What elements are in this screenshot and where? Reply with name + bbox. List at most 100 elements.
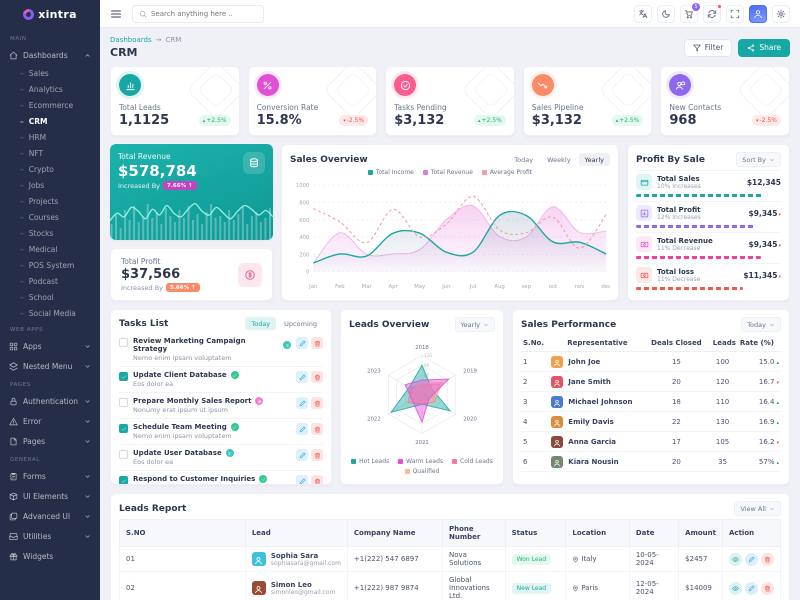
delete-task-button[interactable] <box>311 475 323 484</box>
deals-cell: 20 <box>645 371 708 392</box>
pencil-icon <box>299 478 306 485</box>
leads-range-dropdown[interactable]: Yearly <box>454 317 495 332</box>
sidebar-subitem[interactable]: NFT <box>0 145 100 161</box>
sidebar-subitem[interactable]: HRM <box>0 129 100 145</box>
sidebar-subitem[interactable]: Medical <box>0 241 100 257</box>
sidebar-subitem[interactable]: Courses <box>0 209 100 225</box>
table-row[interactable]: 6 Kiara Nousin 20 35 57% ▴ <box>521 451 781 472</box>
view-all-dropdown[interactable]: View All <box>734 501 781 516</box>
trash-icon <box>314 426 321 433</box>
check-icon <box>121 426 127 432</box>
edit-task-button[interactable] <box>296 337 308 349</box>
filter-button[interactable]: Filter <box>683 38 733 57</box>
sidebar-subitem[interactable]: Stocks <box>0 225 100 241</box>
delete-lead-button[interactable] <box>761 581 774 595</box>
fullscreen-button[interactable] <box>726 4 744 23</box>
kpi-label: New Contacts <box>669 103 722 112</box>
sidebar-item[interactable]: Forms <box>0 466 100 486</box>
kpi-label: Conversion Rate <box>256 103 319 112</box>
edit-task-button[interactable] <box>296 475 308 485</box>
task-title: Schedule Team Meeting <box>133 423 227 431</box>
table-row[interactable]: 2 Jane Smith 20 120 16.7 ▾ <box>521 371 781 392</box>
sidebar-subitem[interactable]: CRM <box>0 113 100 129</box>
leads-radar-chart: 2018 2019 2020 2021 2022 2023 0 30 60 90 120 <box>349 335 495 458</box>
kpi-delta-badge: ▴+2.5% <box>473 115 506 126</box>
delete-task-button[interactable] <box>311 371 323 383</box>
user-avatar[interactable] <box>749 4 767 23</box>
notifications-button[interactable] <box>703 3 722 23</box>
task-checkbox[interactable] <box>119 338 128 347</box>
sidebar-subitem[interactable]: Crypto <box>0 161 100 177</box>
cart-button[interactable]: 5 <box>680 2 700 23</box>
hamburger-menu-icon[interactable] <box>110 7 124 21</box>
sidebar-subitem[interactable]: Podcast <box>0 273 100 289</box>
delete-lead-button[interactable] <box>761 552 774 566</box>
table-row[interactable]: 5 Anna Garcia 17 105 16.2 ▾ <box>521 431 781 452</box>
table-row[interactable]: 1 John Joe 15 100 15.0 ▴ <box>521 351 781 372</box>
table-row[interactable]: 4 Emily Davis 22 130 16.9 ▴ <box>521 411 781 432</box>
edit-lead-button[interactable] <box>745 581 758 595</box>
performance-range-dropdown[interactable]: Today <box>741 317 781 332</box>
sidebar-item[interactable]: Pages <box>0 431 100 451</box>
sidebar-subitem[interactable]: Sales <box>0 65 100 81</box>
edit-task-button[interactable] <box>296 371 308 383</box>
task-row: Update User Database Eos dolor ea <box>119 445 323 471</box>
task-tag-icon <box>283 341 291 349</box>
tasks-tab[interactable]: Upcoming <box>278 317 323 330</box>
search-input[interactable] <box>151 9 257 18</box>
sidebar-item[interactable]: Advanced UI <box>0 506 100 526</box>
sidebar-item[interactable]: Utilities <box>0 526 100 546</box>
legend-item: Total Income <box>367 169 414 176</box>
metric-icon <box>636 174 652 190</box>
sidebar-subitem[interactable]: Analytics <box>0 81 100 97</box>
sidebar-item-dashboards[interactable]: Dashboards <box>0 45 100 65</box>
table-row[interactable]: 3 Michael Johnson 18 110 16.4 ▴ <box>521 391 781 412</box>
delete-task-button[interactable] <box>311 337 323 349</box>
edit-lead-button[interactable] <box>745 552 758 566</box>
sidebar-item[interactable]: Error <box>0 411 100 431</box>
delete-task-button[interactable] <box>311 423 323 435</box>
representative-cell: Anna Garcia <box>549 431 646 452</box>
sidebar-item[interactable]: Authentication <box>0 391 100 411</box>
delete-task-button[interactable] <box>311 449 323 461</box>
sidebar-subitem[interactable]: School <box>0 289 100 305</box>
edit-task-button[interactable] <box>296 449 308 461</box>
task-checkbox[interactable] <box>119 372 128 381</box>
breadcrumb-root-link[interactable]: Dashboards <box>110 36 152 44</box>
search-box[interactable] <box>132 4 264 23</box>
overview-tab[interactable]: Yearly <box>578 153 610 166</box>
rate-cell: 16.9 ▴ <box>737 411 781 432</box>
settings-button[interactable] <box>772 4 790 23</box>
deals-cell: 20 <box>645 451 708 472</box>
edit-task-button[interactable] <box>296 397 308 409</box>
sidebar-subitem[interactable]: Ecommerce <box>0 97 100 113</box>
share-button[interactable]: Share <box>738 38 790 57</box>
delete-task-button[interactable] <box>311 397 323 409</box>
column-header: Lead <box>244 519 348 547</box>
overview-tab[interactable]: Today <box>508 153 539 166</box>
tasks-tab[interactable]: Today <box>245 317 277 330</box>
sidebar-item[interactable]: UI Elements <box>0 486 100 506</box>
sort-by-dropdown[interactable]: Sort By <box>736 152 781 167</box>
brand-logo[interactable]: xintra <box>0 0 100 28</box>
view-lead-button[interactable] <box>729 552 742 566</box>
sidebar-subitem[interactable]: POS System <box>0 257 100 273</box>
table-row[interactable]: 01 Sophia Sara sophiasara@gmail.com <box>119 546 781 572</box>
view-lead-button[interactable] <box>729 581 742 595</box>
sidebar-item[interactable]: Nested Menu <box>0 356 100 376</box>
table-row[interactable]: 02 Simon Leo simonleo@gmail.com <box>119 571 781 600</box>
sidebar-subitem[interactable]: Jobs <box>0 177 100 193</box>
task-checkbox[interactable] <box>119 476 128 484</box>
language-button[interactable] <box>634 4 652 23</box>
sidebar-subitem[interactable]: Social Media <box>0 305 100 321</box>
task-checkbox[interactable] <box>119 424 128 433</box>
sidebar-subitem[interactable]: Projects <box>0 193 100 209</box>
sidebar: xintra MAIN Dashboards Sales Analytics E… <box>0 0 100 600</box>
task-checkbox[interactable] <box>119 450 128 459</box>
task-checkbox[interactable] <box>119 398 128 407</box>
dark-mode-button[interactable] <box>657 4 675 23</box>
edit-task-button[interactable] <box>296 423 308 435</box>
sidebar-item[interactable]: Widgets <box>0 546 100 566</box>
overview-tab[interactable]: Weekly <box>541 153 576 166</box>
sidebar-item[interactable]: Apps <box>0 336 100 356</box>
